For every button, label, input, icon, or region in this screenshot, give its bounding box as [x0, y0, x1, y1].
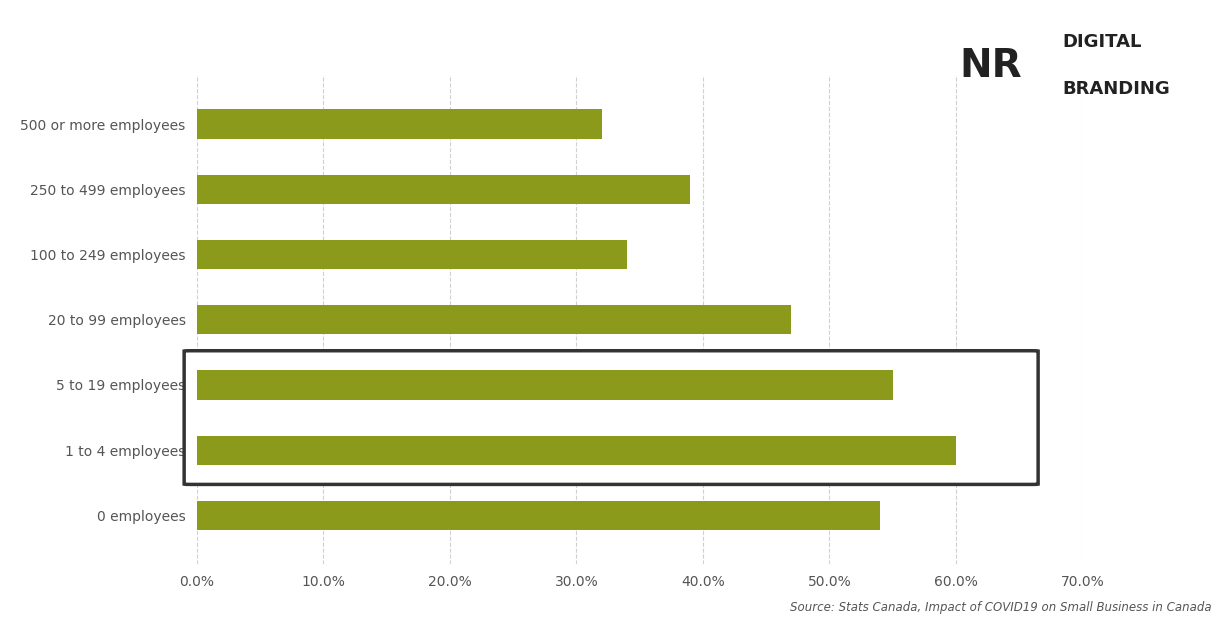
- Text: DIGITAL: DIGITAL: [1063, 33, 1143, 51]
- Text: NR: NR: [959, 47, 1022, 85]
- Text: BRANDING: BRANDING: [1063, 80, 1171, 98]
- Bar: [197, 305, 791, 334]
- Text: Source: Stats Canada, Impact of COVID19 on Small Business in Canada: Source: Stats Canada, Impact of COVID19 …: [790, 601, 1212, 614]
- Bar: [197, 175, 690, 204]
- FancyBboxPatch shape: [184, 350, 1038, 485]
- Bar: [197, 371, 893, 399]
- Bar: [197, 436, 956, 465]
- Bar: [197, 501, 879, 530]
- Bar: [197, 240, 627, 269]
- Bar: [197, 110, 601, 139]
